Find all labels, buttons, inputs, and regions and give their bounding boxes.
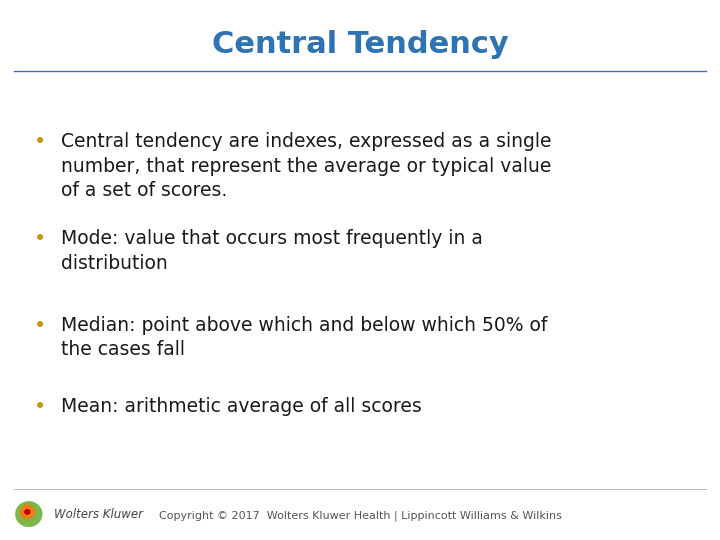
Text: •: •: [33, 316, 46, 336]
Text: •: •: [33, 132, 46, 152]
Ellipse shape: [24, 509, 30, 515]
Text: Central Tendency: Central Tendency: [212, 30, 508, 59]
Ellipse shape: [19, 504, 35, 519]
Text: Central tendency are indexes, expressed as a single
number, that represent the a: Central tendency are indexes, expressed …: [61, 132, 552, 200]
Text: Copyright © 2017  Wolters Kluwer Health | Lippincott Williams & Wilkins: Copyright © 2017 Wolters Kluwer Health |…: [158, 510, 562, 521]
Ellipse shape: [15, 501, 42, 527]
Text: •: •: [33, 230, 46, 249]
Text: Mean: arithmetic average of all scores: Mean: arithmetic average of all scores: [61, 397, 422, 416]
Text: •: •: [33, 397, 46, 417]
Text: Wolters Kluwer: Wolters Kluwer: [54, 508, 143, 521]
Text: Median: point above which and below which 50% of
the cases fall: Median: point above which and below whic…: [61, 316, 548, 359]
Text: Mode: value that occurs most frequently in a
distribution: Mode: value that occurs most frequently …: [61, 230, 483, 273]
